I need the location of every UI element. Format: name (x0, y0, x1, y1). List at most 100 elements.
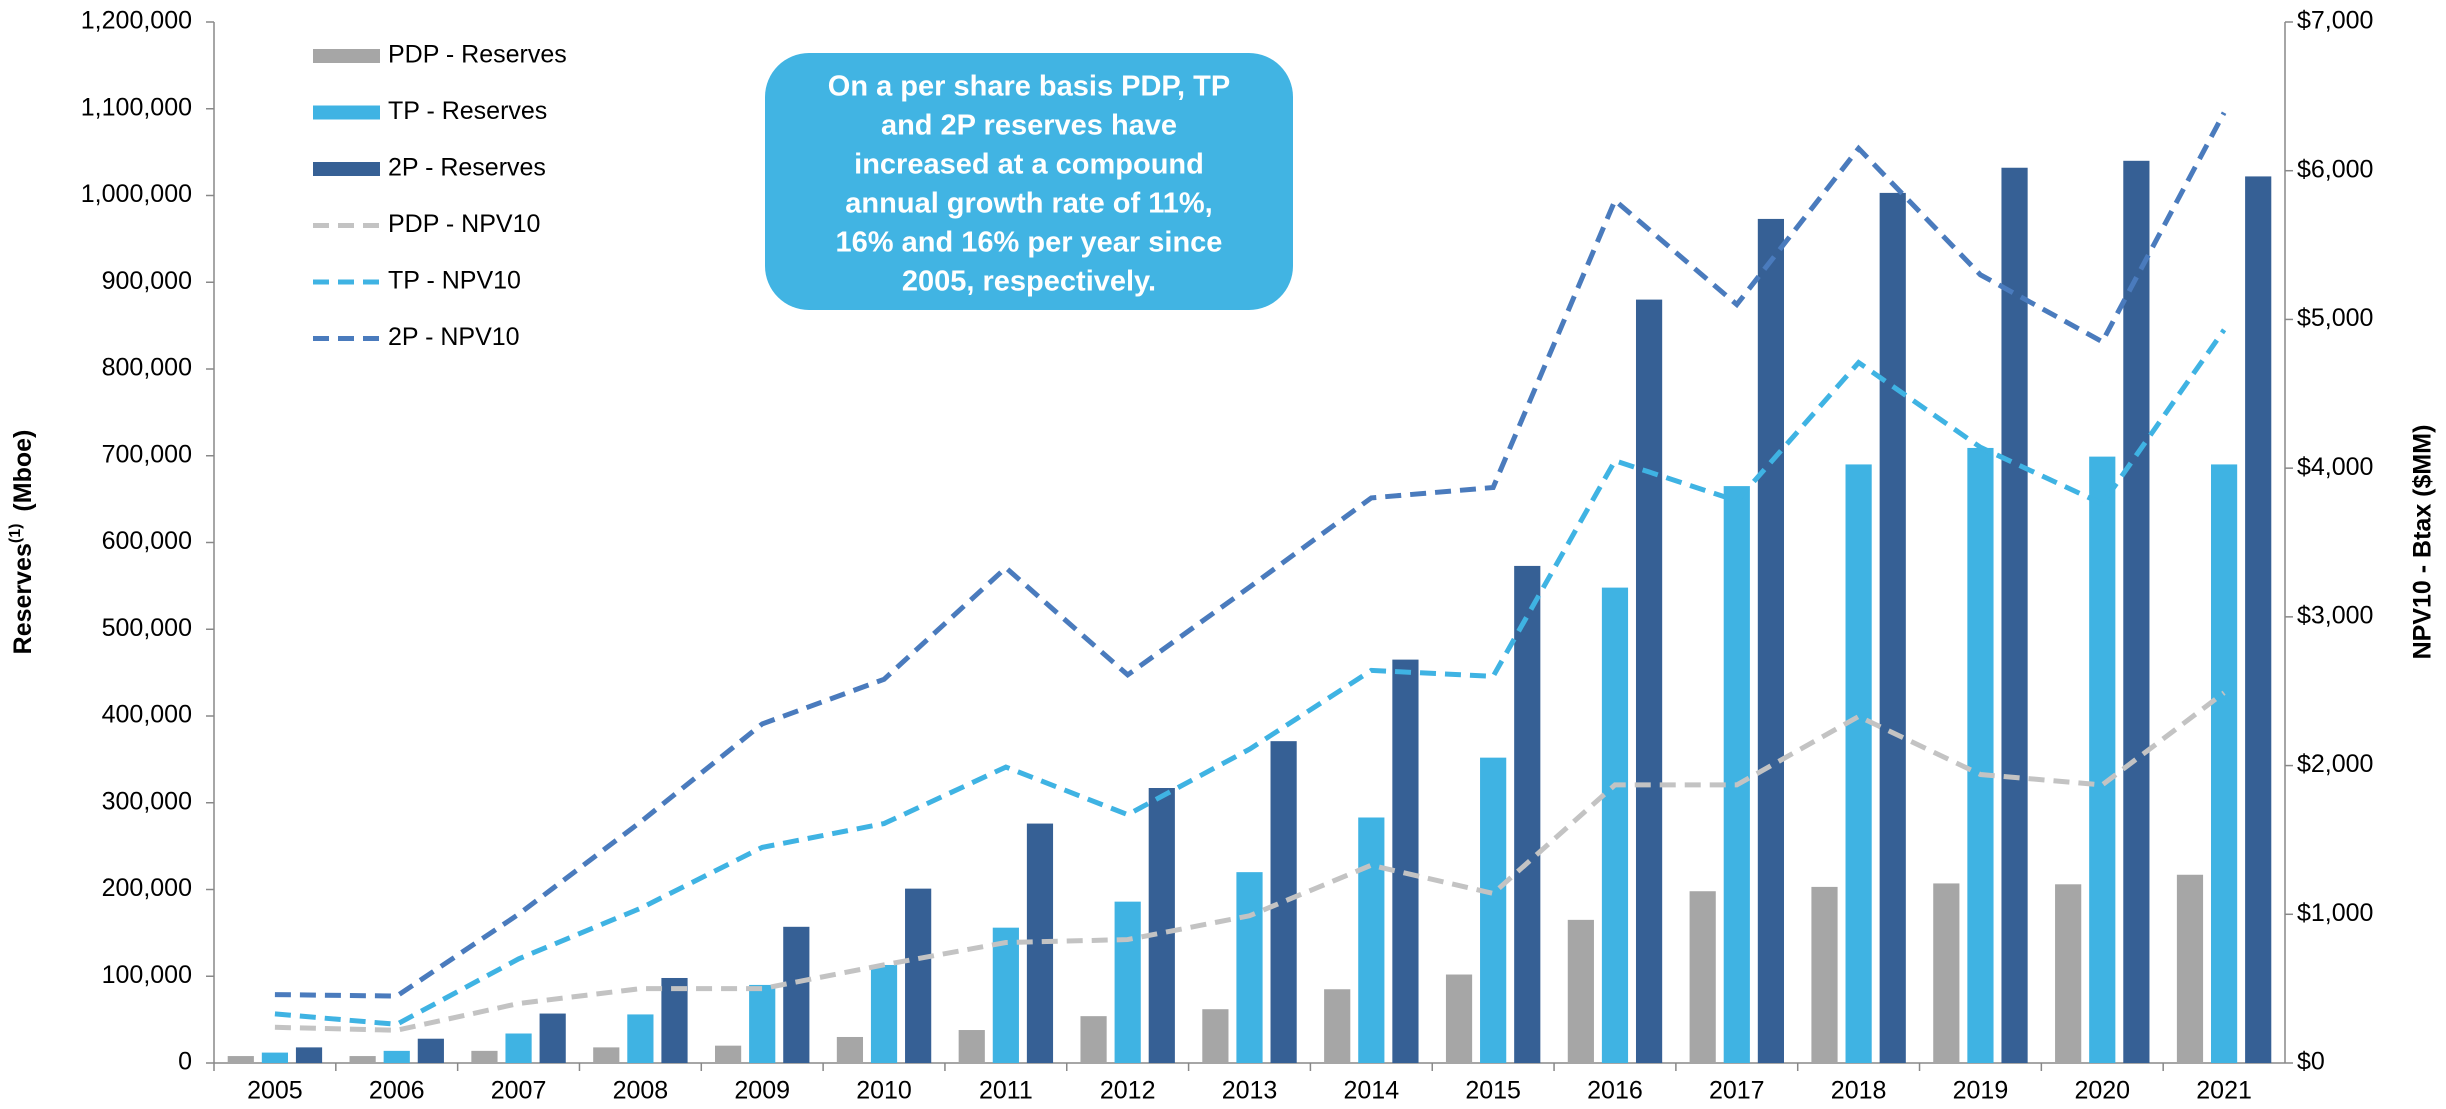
bar (1723, 486, 1750, 1063)
bar (383, 1050, 410, 1063)
x-tick-label: 2011 (979, 1077, 1033, 1105)
bar (1689, 891, 1716, 1063)
bar (1445, 974, 1473, 1063)
annotation-text: and 2P reserves have (881, 110, 1177, 142)
bar (2176, 874, 2204, 1063)
legend-label: 2P - Reserves (388, 154, 546, 182)
y-tick-label: 700,000 (102, 440, 192, 468)
y-tick-label: 0 (178, 1048, 192, 1076)
legend-label: PDP - NPV10 (388, 210, 540, 238)
bar (505, 1033, 532, 1063)
bar (2055, 884, 2082, 1063)
bar (261, 1052, 289, 1063)
bar (2245, 176, 2272, 1064)
x-tick-label: 2008 (613, 1077, 669, 1105)
y-tick-label: 500,000 (102, 614, 192, 642)
x-tick-label: 2006 (369, 1077, 425, 1105)
y-tick-label: 200,000 (102, 874, 192, 902)
legend-label: TP - Reserves (388, 97, 547, 125)
y2-tick-label: $5,000 (2297, 304, 2373, 332)
bar (349, 1056, 376, 1063)
bar (870, 964, 898, 1063)
x-tick-label: 2016 (1587, 1077, 1643, 1105)
bar (1933, 883, 1960, 1063)
y2-tick-label: $4,000 (2297, 453, 2373, 481)
annotation-text: 2005, respectively. (902, 266, 1156, 298)
bar (2210, 464, 2238, 1063)
x-tick-label: 2005 (247, 1077, 303, 1105)
annotation-text: annual growth rate of 11%, (845, 188, 1212, 220)
bar (1601, 587, 1629, 1063)
bar (1967, 447, 1994, 1063)
bar (1514, 565, 1541, 1063)
y-axis-title-text: Reserves (9, 543, 37, 654)
y-tick-label: 1,200,000 (81, 7, 192, 35)
x-tick-label: 2018 (1831, 1077, 1887, 1105)
npv-line (274, 328, 2227, 1027)
x-tick-label: 2021 (2196, 1077, 2252, 1105)
bar (1879, 192, 1906, 1063)
bar (593, 1047, 620, 1063)
x-tick-label: 2009 (734, 1077, 790, 1105)
y-tick-label: 600,000 (102, 527, 192, 555)
y2-tick-label: $6,000 (2297, 155, 2373, 183)
bar (749, 984, 776, 1063)
legend-label: TP - NPV10 (388, 267, 521, 295)
bar (1324, 989, 1351, 1063)
bar (417, 1038, 444, 1063)
x-tick-label: 2015 (1465, 1077, 1521, 1105)
y2-tick-label: $7,000 (2297, 7, 2373, 35)
bar (539, 1013, 566, 1063)
bar (1114, 901, 1141, 1063)
bar (836, 1036, 864, 1063)
bar (783, 926, 810, 1063)
bar (1757, 218, 1785, 1064)
bar (1480, 757, 1507, 1063)
x-tick-label: 2007 (491, 1077, 547, 1105)
bar (1845, 464, 1872, 1063)
annotation-text: 16% and 16% per year since (836, 227, 1223, 259)
bar (471, 1050, 498, 1063)
y-axis-title-sup: (1) (7, 524, 24, 544)
bar (1358, 817, 1385, 1063)
x-tick-label: 2017 (1709, 1077, 1765, 1105)
bar (2089, 456, 2116, 1063)
bar (1202, 1009, 1229, 1063)
y-tick-label: 100,000 (102, 961, 192, 989)
bar (1567, 919, 1594, 1063)
x-tick-label: 2012 (1100, 1077, 1156, 1105)
bar (714, 1045, 742, 1063)
bar (1270, 741, 1297, 1063)
x-tick-label: 2014 (1344, 1077, 1400, 1105)
y-tick-label: 900,000 (102, 267, 192, 295)
bar (1811, 886, 1838, 1063)
y2-tick-label: $0 (2297, 1048, 2325, 1076)
x-tick-label: 2020 (2074, 1077, 2130, 1105)
bar (1236, 872, 1263, 1063)
bar (1080, 1016, 1107, 1063)
y-axis-title-unit: (Mboe) (9, 430, 37, 512)
bar (1148, 788, 1175, 1063)
bar (227, 1056, 254, 1063)
legend-swatch (313, 162, 380, 176)
y-tick-label: 1,000,000 (81, 180, 192, 208)
annotation-box (765, 53, 1293, 310)
annotation-text: On a per share basis PDP, TP (828, 71, 1230, 103)
legend-swatch (313, 105, 380, 120)
y2-tick-label: $1,000 (2297, 899, 2373, 927)
bar (295, 1047, 323, 1063)
y-axis-title: Reserves(1) (Mboe) (7, 430, 36, 655)
y2-tick-label: $2,000 (2297, 750, 2373, 778)
bar (992, 927, 1019, 1063)
npv-line (274, 111, 2227, 999)
bar (661, 977, 688, 1063)
y-tick-label: 1,100,000 (81, 93, 192, 121)
bar (2123, 160, 2150, 1064)
legend-swatch (313, 49, 380, 63)
bar (2001, 167, 2028, 1064)
y2-axis-title: NPV10 - Btax ($MM) (2409, 425, 2437, 660)
y-tick-label: 800,000 (102, 354, 192, 382)
legend-label: PDP - Reserves (388, 41, 567, 69)
